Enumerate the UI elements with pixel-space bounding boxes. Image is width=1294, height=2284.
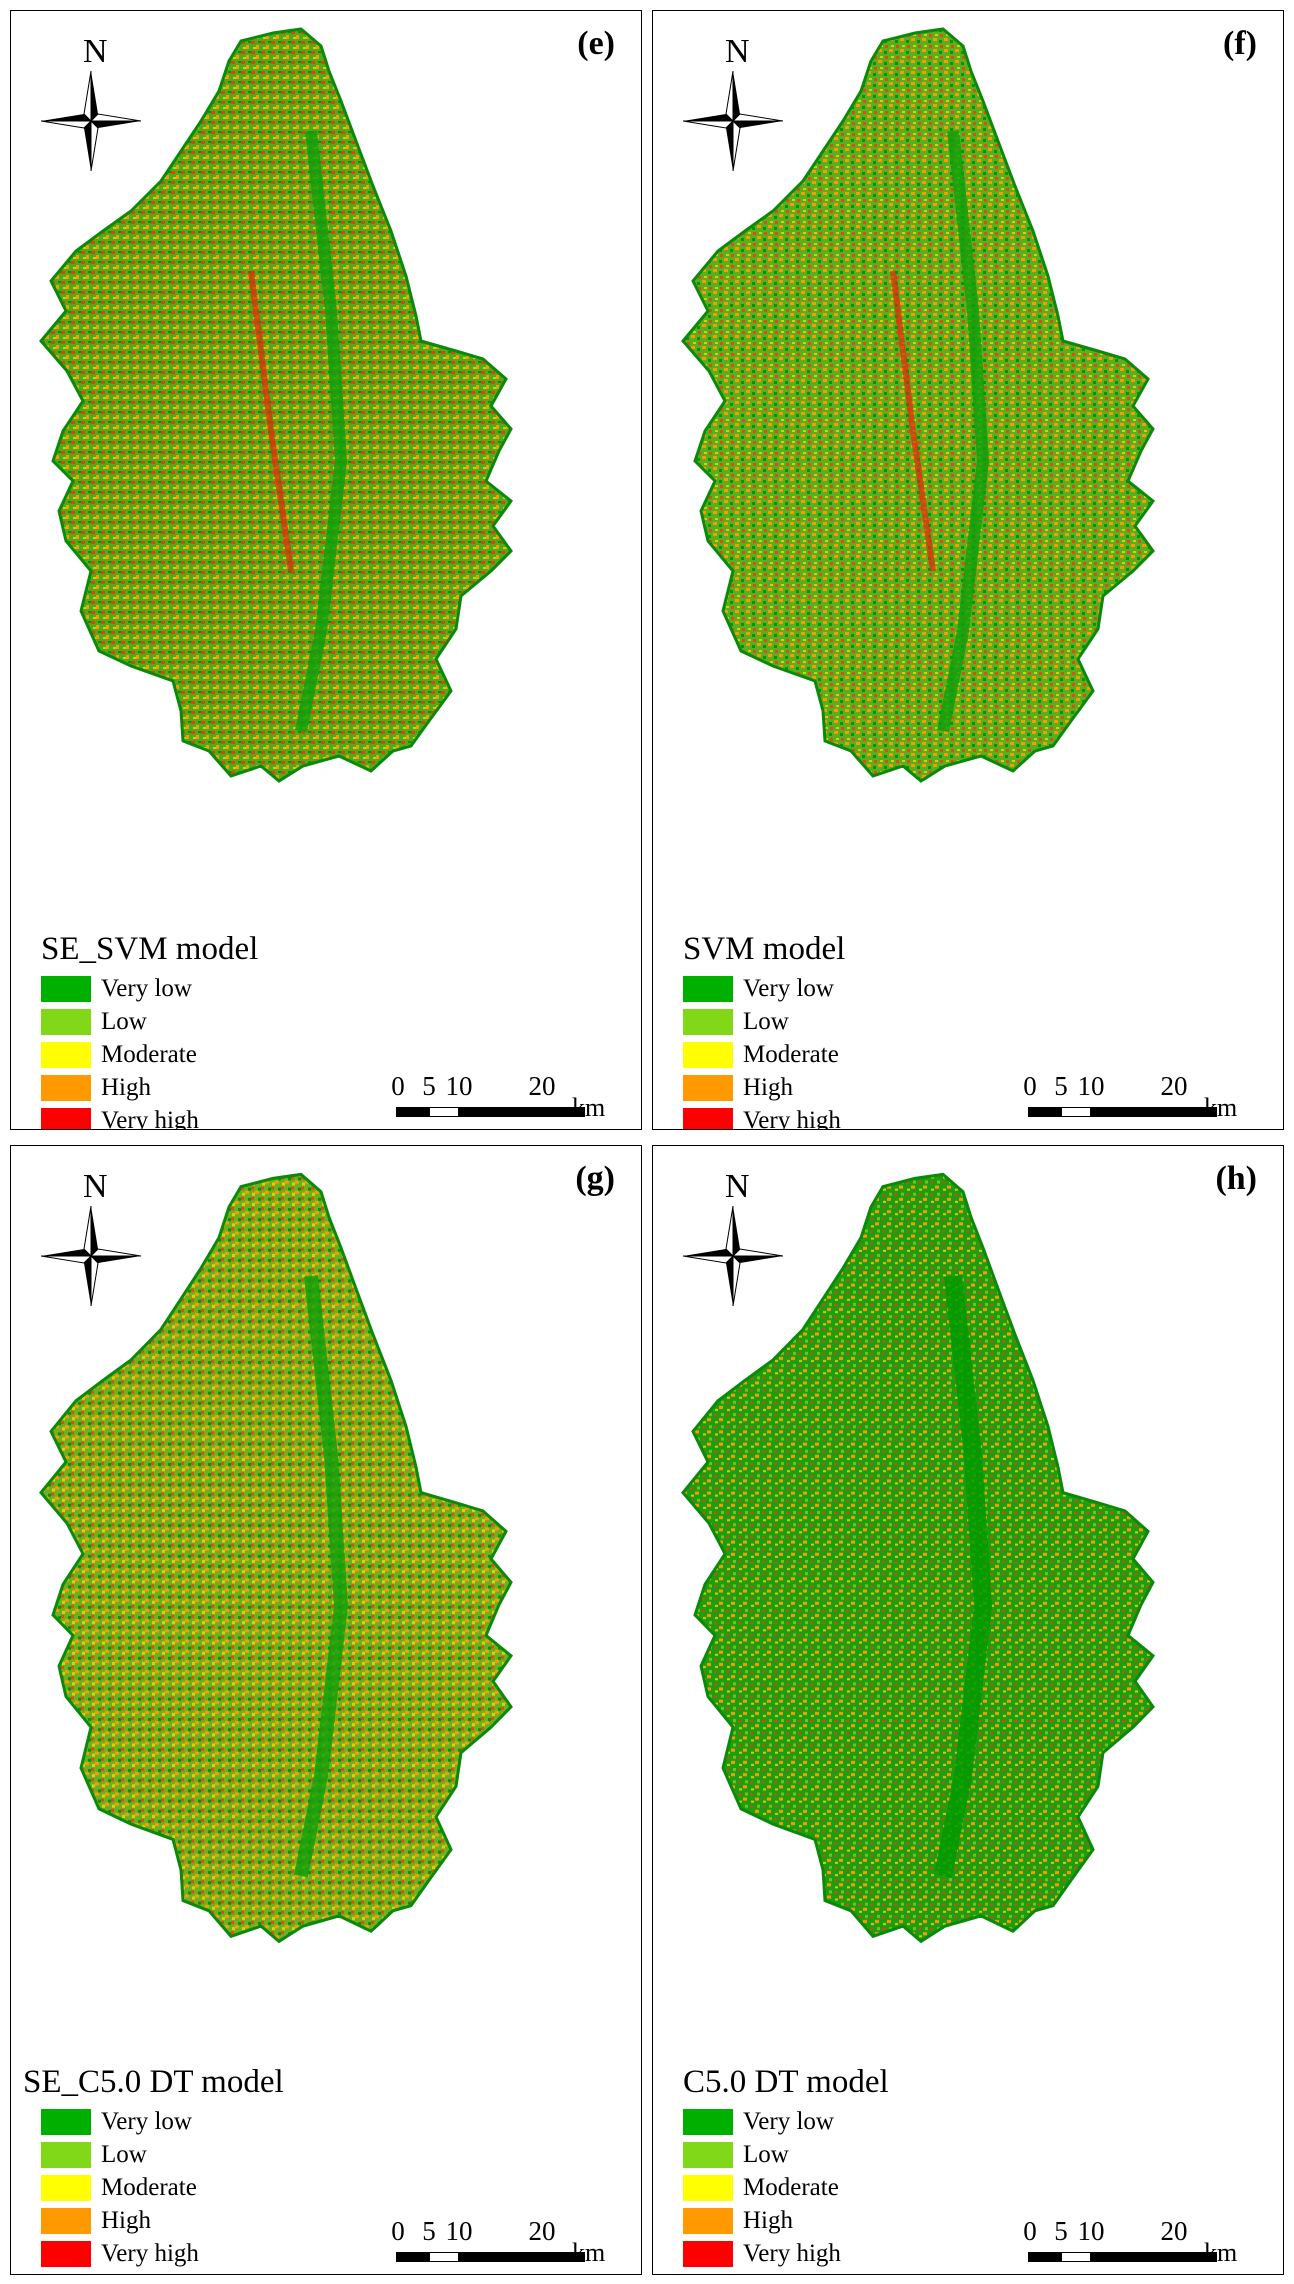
- legend-item: Very high: [683, 1104, 845, 1129]
- north-label: N: [725, 33, 750, 70]
- scale-tick: 10: [1077, 2216, 1105, 2246]
- panel-label: (g): [575, 1160, 615, 1197]
- legend-item: Low: [683, 2138, 889, 2171]
- scale-bar: 0 5 10 20 km: [1023, 2216, 1238, 2274]
- legend-swatch: [41, 1041, 91, 1068]
- legend-title: SE_C5.0 DT model: [23, 2064, 284, 2100]
- susceptibility-map: [681, 1172, 1156, 1944]
- legend-title: SVM model: [683, 931, 846, 967]
- scale-tick: 0: [1023, 2216, 1037, 2246]
- legend-swatch: [41, 2174, 91, 2201]
- legend-item: Very high: [683, 2237, 889, 2270]
- scale-tick: 20: [1160, 1071, 1188, 1101]
- legend-swatch: [683, 2207, 733, 2234]
- map-panel-f: (f) N SVM model Very low Low Moderate Hi…: [652, 10, 1284, 1130]
- scale-tick: 10: [1077, 1071, 1105, 1101]
- scale-tick: 5: [1054, 1071, 1068, 1101]
- north-arrow-icon: [41, 1206, 141, 1306]
- legend-swatch: [683, 2240, 733, 2267]
- north-arrow-icon: [683, 71, 783, 171]
- scale-bar: 0 5 10 20 km: [1023, 1071, 1238, 1129]
- legend-title: C5.0 DT model: [683, 2064, 889, 2100]
- map-panel-h: (h) N C5.0 DT model Very low Low Moderat…: [652, 1145, 1284, 2275]
- legend-item: Very high: [23, 2237, 284, 2270]
- scale-bar: 0 5 10 20 km: [391, 2216, 606, 2274]
- legend-item: Moderate: [683, 1038, 845, 1071]
- north-label: N: [725, 1168, 750, 1205]
- legend-item: Low: [23, 2138, 284, 2171]
- panel-label: (h): [1215, 1160, 1257, 1197]
- legend-item: High: [683, 1071, 845, 1104]
- legend-swatch: [683, 1107, 733, 1129]
- legend-swatch: [41, 2240, 91, 2267]
- legend-item: High: [23, 2204, 284, 2237]
- legend-swatch: [683, 1074, 733, 1101]
- map-panel-g: (g) N SE_C5.0 DT model Very low Low Mode…: [10, 1145, 642, 2275]
- legend-item: Moderate: [683, 2171, 889, 2204]
- legend: C5.0 DT model Very low Low Moderate High…: [683, 2064, 889, 2270]
- map-panel-e: (e) N SE_SVM model Very low Low Moderate…: [10, 10, 642, 1130]
- legend-item: Very low: [23, 2105, 284, 2138]
- legend-item: Very low: [683, 972, 845, 1005]
- susceptibility-map: [39, 27, 514, 783]
- legend-swatch: [41, 1008, 91, 1035]
- legend-swatch: [41, 1107, 91, 1129]
- legend-swatch: [683, 2174, 733, 2201]
- north-label: N: [83, 1168, 108, 1205]
- panel-label: (e): [577, 25, 615, 62]
- panel-label: (f): [1223, 25, 1257, 62]
- legend-title: SE_SVM model: [41, 931, 259, 967]
- legend-swatch: [41, 2108, 91, 2135]
- legend-item: Low: [683, 1005, 845, 1038]
- legend-item: High: [41, 1071, 258, 1104]
- legend-swatch: [683, 2141, 733, 2168]
- legend-item: Moderate: [23, 2171, 284, 2204]
- legend-swatch: [683, 1041, 733, 1068]
- scale-tick: 0: [1023, 1071, 1037, 1101]
- legend-swatch: [41, 975, 91, 1002]
- legend: SE_SVM model Very low Low Moderate High …: [41, 931, 259, 1129]
- scale-tick: 0: [391, 1071, 405, 1101]
- legend-swatch: [683, 2108, 733, 2135]
- susceptibility-map: [39, 1172, 514, 1944]
- north-arrow-icon: [41, 71, 141, 171]
- scale-tick: 5: [422, 2216, 436, 2246]
- legend-item: Very low: [41, 972, 258, 1005]
- study-area: [681, 27, 1156, 783]
- study-area: [39, 27, 514, 783]
- legend-swatch: [41, 2141, 91, 2168]
- legend-item: Very low: [683, 2105, 889, 2138]
- legend-item: Low: [41, 1005, 258, 1038]
- scale-tick: 5: [1054, 2216, 1068, 2246]
- scale-tick: 20: [528, 1071, 556, 1101]
- legend-item: High: [683, 2204, 889, 2237]
- legend: SE_C5.0 DT model Very low Low Moderate H…: [23, 2064, 284, 2270]
- legend-item: Very high: [41, 1104, 258, 1129]
- north-label: N: [83, 33, 108, 70]
- scale-tick: 10: [445, 2216, 473, 2246]
- scale-bar: 0 5 10 20 km: [391, 1071, 606, 1129]
- scale-tick: 10: [445, 1071, 473, 1101]
- study-area: [39, 1172, 514, 1944]
- legend: SVM model Very low Low Moderate High Ver…: [683, 931, 846, 1129]
- susceptibility-map: [681, 27, 1156, 783]
- scale-tick: 5: [422, 1071, 436, 1101]
- scale-tick: 20: [528, 2216, 556, 2246]
- legend-item: Moderate: [41, 1038, 258, 1071]
- legend-swatch: [683, 975, 733, 1002]
- scale-tick: 20: [1160, 2216, 1188, 2246]
- north-arrow-icon: [683, 1206, 783, 1306]
- legend-swatch: [683, 1008, 733, 1035]
- legend-swatch: [41, 1074, 91, 1101]
- study-area: [681, 1172, 1156, 1944]
- scale-tick: 0: [391, 2216, 405, 2246]
- legend-swatch: [41, 2207, 91, 2234]
